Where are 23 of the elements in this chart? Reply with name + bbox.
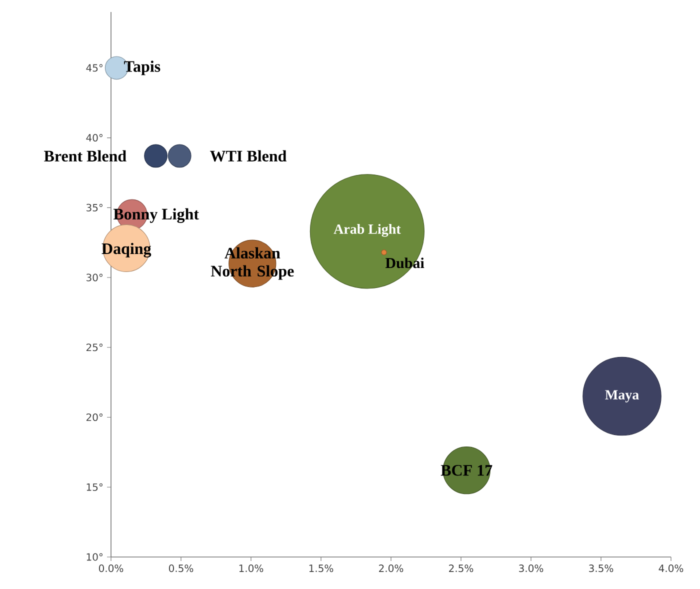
annotation: Brent Blend [44, 150, 126, 162]
y-tick-label: 45° [86, 64, 103, 72]
y-tick-label: 20° [86, 413, 103, 422]
x-tick-label: 1.5% [309, 564, 334, 572]
x-tick-label: 0.0% [98, 564, 124, 572]
annotation: Arab Light [334, 224, 401, 237]
annotation: Maya [605, 390, 639, 402]
y-tick-label: 25° [86, 344, 103, 352]
x-tick-label: 0.5% [168, 564, 194, 572]
annotation: Daqing [102, 242, 152, 258]
x-tick-label: 4.0% [658, 564, 684, 572]
annotation: WTI Blend [210, 150, 287, 162]
x-tick-label: 3.5% [589, 564, 614, 572]
y-tick-label: 40° [86, 134, 103, 142]
x-tick-label: 2.0% [379, 564, 404, 572]
x-tick-label: 1.0% [239, 564, 264, 572]
y-tick-label: 10° [86, 553, 103, 561]
y-tick-label: 15° [86, 483, 103, 491]
y-tick-label: 30° [86, 274, 103, 282]
y-tick-label: 35° [86, 204, 103, 212]
annotation: Tapis [124, 60, 160, 76]
x-tick-label: 3.0% [519, 564, 544, 572]
x-tick-label: 2.5% [449, 564, 474, 572]
